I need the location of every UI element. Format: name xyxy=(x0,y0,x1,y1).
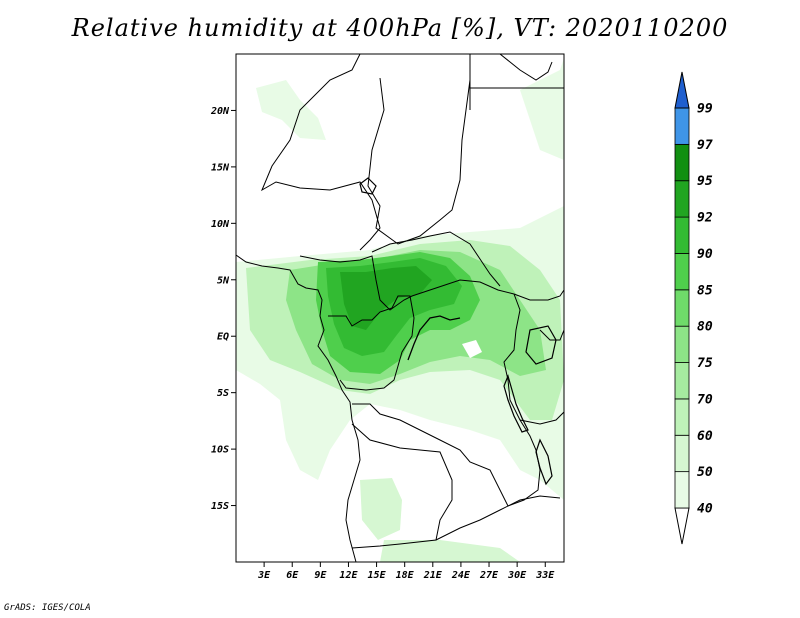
border-angola-south xyxy=(351,423,453,549)
colorbar-segment xyxy=(674,362,690,400)
colorbar-label: 50 xyxy=(697,465,713,480)
border-congo-drc xyxy=(328,295,415,391)
colorbar-label: 75 xyxy=(697,356,713,371)
lon-tick-label: 12E xyxy=(339,570,358,581)
humidity-region-north-patch xyxy=(256,80,326,140)
border-zambia-south xyxy=(435,495,561,541)
lat-tick-label: 5N xyxy=(217,275,230,286)
lat-tick-label: EQ xyxy=(217,332,229,343)
map-frame xyxy=(235,53,565,563)
longitude-axis: 3E 6E 9E 12E 15E 18E 21E 24E 27E 30E 33E xyxy=(257,562,555,581)
coastline-west xyxy=(236,254,361,562)
border-east-africa xyxy=(513,289,564,425)
border-cameroon-car xyxy=(299,255,515,311)
colorbar-label: 95 xyxy=(697,174,713,189)
colorbar-segment xyxy=(674,180,690,218)
lon-tick-label: 3E xyxy=(257,570,271,581)
lat-tick-label: 20N xyxy=(210,106,230,117)
border-car-north xyxy=(371,231,501,287)
lake-malawi xyxy=(535,438,553,486)
latitude-axis: 20N 15N 10N 5N EQ 5S 10S 15S xyxy=(210,106,236,512)
country-borders xyxy=(236,54,564,562)
lat-tick-label: 15S xyxy=(211,501,229,512)
colorbar-label: 92 xyxy=(697,211,713,226)
border-drc-east xyxy=(352,293,541,507)
lon-tick-label: 6E xyxy=(286,570,299,581)
colorbar-segment xyxy=(674,107,690,145)
humidity-shading xyxy=(236,58,564,562)
border-chad-sudan xyxy=(367,77,471,245)
lon-tick-label: 21E xyxy=(423,570,443,581)
lat-tick-label: 10S xyxy=(211,445,229,456)
colorbar-segment xyxy=(674,471,690,509)
humidity-region-band-92 xyxy=(340,266,432,330)
humidity-region-white-gap xyxy=(462,340,482,358)
colorbar-label: 97 xyxy=(697,138,713,153)
humidity-region-southeast-patch xyxy=(380,540,520,562)
lon-tick-label: 27E xyxy=(479,570,499,581)
red-sea-coast xyxy=(499,54,553,81)
colorbar-label: 99 xyxy=(697,102,713,117)
lon-tick-label: 30E xyxy=(507,570,527,581)
colorbar-segment xyxy=(674,325,690,363)
colorbar-upper-triangle xyxy=(674,71,690,109)
lake-chad xyxy=(359,177,377,195)
lake-tanganyika xyxy=(503,374,529,433)
colorbar-segment xyxy=(674,216,690,254)
colorbar-label: 70 xyxy=(697,392,713,407)
lat-tick-label: 5S xyxy=(217,388,229,399)
humidity-region-south-patch xyxy=(360,478,402,540)
lon-tick-label: 18E xyxy=(396,570,415,581)
border-sudan-egypt xyxy=(469,54,564,110)
colorbar-segment xyxy=(674,289,690,327)
lake-victoria xyxy=(525,325,557,365)
colorbar-segment xyxy=(674,253,690,291)
grads-credit: GrADS: IGES/COLA xyxy=(4,603,91,613)
colorbar-label: 80 xyxy=(697,320,713,335)
lon-tick-label: 15E xyxy=(368,570,387,581)
colorbar-segment xyxy=(674,143,690,182)
map-title: Relative humidity at 400hPa [%], VT: 202… xyxy=(71,14,729,42)
lon-tick-label: 33E xyxy=(535,570,555,581)
colorbar: 40 50 60 70 75 80 85 90 92 95 97 99 xyxy=(674,71,713,545)
humidity-region-northeast-patch xyxy=(520,58,564,160)
river-congo xyxy=(407,315,461,361)
lon-tick-label: 9E xyxy=(314,570,327,581)
colorbar-label: 90 xyxy=(697,247,713,262)
colorbar-lower-triangle xyxy=(674,507,690,545)
colorbar-label: 60 xyxy=(697,429,713,444)
lon-tick-label: 24E xyxy=(451,570,471,581)
colorbar-label: 40 xyxy=(697,502,713,517)
lat-tick-label: 10N xyxy=(211,219,230,230)
colorbar-segment xyxy=(674,398,690,436)
colorbar-label: 85 xyxy=(697,283,713,298)
lat-tick-label: 15N xyxy=(211,162,230,173)
colorbar-segment xyxy=(674,434,690,473)
